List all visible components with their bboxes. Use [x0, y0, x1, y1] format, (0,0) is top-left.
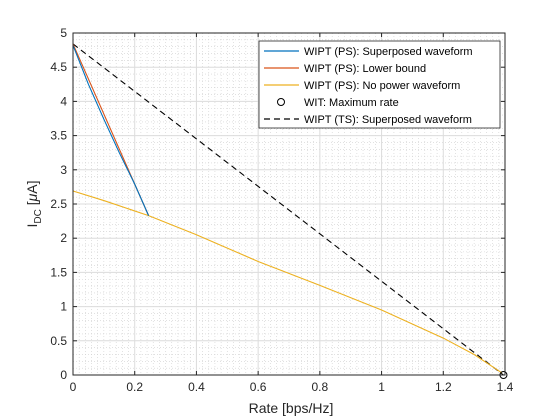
x-tick-label: 0.6	[250, 380, 267, 394]
legend-label: WIPT (TS): Superposed waveform	[304, 114, 472, 126]
series-line-4	[72, 43, 504, 376]
y-tick-label: 3.5	[50, 129, 67, 143]
y-tick-label: 4.5	[50, 60, 67, 74]
y-tick-label: 1.5	[50, 265, 67, 279]
y-tick-label: 3	[60, 163, 67, 177]
y-axis-label-sub: DC	[33, 209, 44, 223]
x-tick-label: 1	[378, 380, 385, 394]
y-tick-label: 4	[60, 94, 67, 108]
y-tick-label: 0	[60, 368, 67, 382]
legend: WIPT (PS): Superposed waveform WIPT (PS):…	[258, 40, 501, 129]
x-tick-label: 0.4	[188, 380, 205, 394]
y-axis-label-unit-prefix: [	[24, 201, 40, 209]
y-tick-label: 0.5	[50, 334, 67, 348]
y-tick-label: 5	[60, 26, 67, 40]
y-axis-label: IDC [μA]	[24, 180, 44, 227]
series-line-2	[72, 190, 503, 374]
series-layer	[72, 43, 508, 379]
x-axis-label: Rate [bps/Hz]	[249, 400, 334, 416]
legend-box	[258, 40, 501, 129]
legend-marker	[277, 98, 285, 106]
x-tick-label: 1.2	[435, 380, 452, 394]
series-line-0	[72, 45, 150, 216]
y-axis-label-unit-mu: μ	[24, 193, 40, 202]
tick-marks	[72, 32, 506, 376]
y-tick-label: 1	[60, 300, 67, 314]
y-axis-label-unit-rest: A]	[24, 180, 40, 193]
legend-label: WIPT (PS): Lower bound	[304, 63, 426, 75]
x-tick-label: 0	[70, 380, 77, 394]
y-tick-labels: 0 0.5 1 1.5 2 2.5 3 3.5 4 4.5 5	[50, 26, 67, 382]
y-tick-label: 2.5	[50, 197, 67, 211]
y-tick-label: 2	[60, 231, 67, 245]
x-tick-label: 0.8	[312, 380, 329, 394]
x-tick-label: 1.4	[497, 380, 514, 394]
legend-label: WIPT (PS): Superposed waveform	[304, 46, 473, 58]
x-tick-label: 0.2	[126, 380, 143, 394]
legend-label: WIPT (PS): No power waveform	[304, 80, 460, 92]
x-tick-labels: 0 0.2 0.4 0.6 0.8 1 1.2 1.4	[70, 380, 514, 394]
legend-label: WIT: Maximum rate	[304, 97, 399, 109]
y-axis-label-main: I	[24, 224, 40, 228]
